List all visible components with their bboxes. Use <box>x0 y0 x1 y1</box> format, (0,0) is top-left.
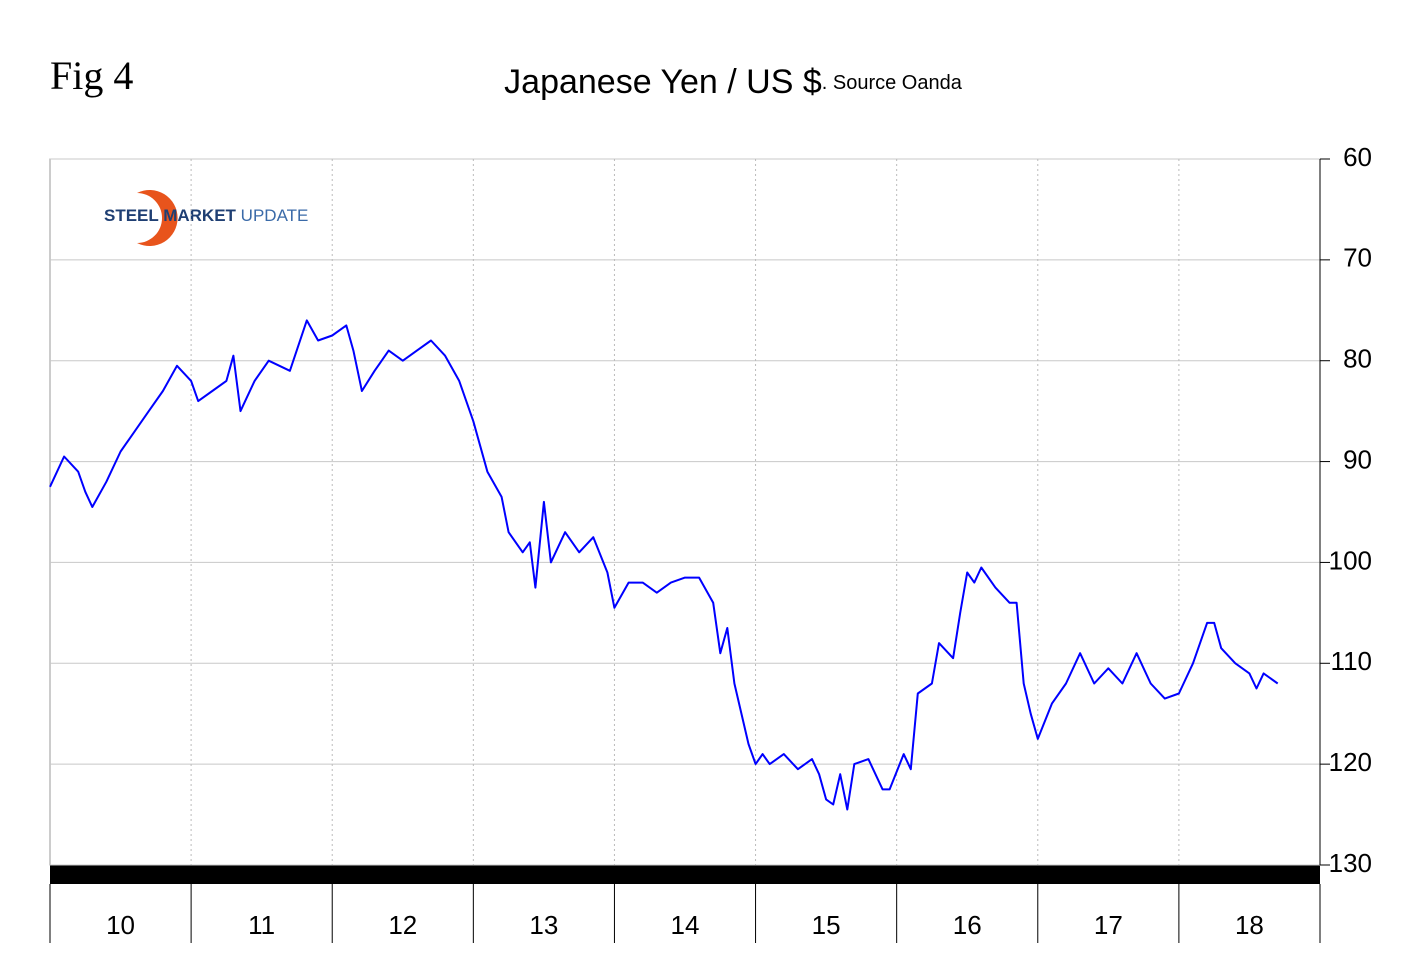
plot-frame <box>49 158 1321 866</box>
y-tick-label: 60 <box>1343 142 1372 172</box>
data-line <box>49 319 1279 811</box>
x-tick-label: 15 <box>812 910 841 940</box>
chart-title: Japanese Yen / US $. Source Oanda <box>504 63 963 101</box>
axis-band <box>50 865 1320 884</box>
x-tick-label: 16 <box>953 910 982 940</box>
logo-word: MARKET <box>163 206 236 225</box>
x-tick-label: 13 <box>529 910 558 940</box>
logo-arc <box>137 189 178 247</box>
y-tick-label: 120 <box>1329 747 1372 777</box>
y-tick-label: 110 <box>1331 646 1372 676</box>
y-tick-label: 80 <box>1343 344 1372 374</box>
title: Japanese Yen / US $ <box>504 63 822 101</box>
logo-word: STEEL <box>104 206 158 225</box>
x-tick-label: 10 <box>106 910 135 940</box>
y-tick-label: 90 <box>1343 444 1372 474</box>
x-tick-label: 12 <box>388 910 417 940</box>
logo-word: UPDATE <box>241 206 309 225</box>
y-tick-label: 130 <box>1329 848 1372 878</box>
figure-label: Fig 4 <box>50 53 133 98</box>
subtitle: . Source Oanda <box>822 72 963 94</box>
x-tick-label: 18 <box>1235 910 1264 940</box>
x-tick-label: 11 <box>248 910 275 940</box>
logo: STEEL MARKET UPDATE <box>104 189 308 247</box>
y-tick-label: 70 <box>1343 243 1372 273</box>
x-tick-label: 17 <box>1094 910 1123 940</box>
logo-text: STEEL MARKET UPDATE <box>104 206 308 225</box>
y-tick-label: 100 <box>1329 545 1372 575</box>
x-tick-label: 14 <box>671 910 700 940</box>
